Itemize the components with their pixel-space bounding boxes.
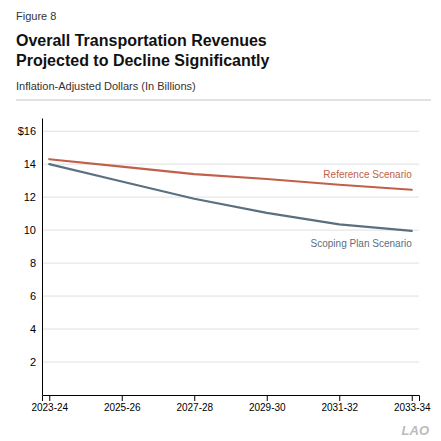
y-tick-label: 2 bbox=[30, 356, 36, 368]
y-tick: 2 bbox=[30, 356, 42, 368]
y-axis-line bbox=[42, 119, 43, 396]
chart: Figure 8 Overall Transportation Revenues P… bbox=[0, 0, 441, 441]
grid-line bbox=[42, 296, 419, 297]
x-tick: 2027-28 bbox=[176, 395, 213, 413]
grid-line bbox=[42, 230, 419, 231]
separator bbox=[16, 100, 431, 101]
series-line bbox=[49, 164, 412, 231]
grid-line bbox=[42, 329, 419, 330]
x-tick-label: 2029-30 bbox=[249, 402, 286, 413]
x-tick-mark bbox=[194, 395, 195, 401]
grid bbox=[42, 131, 419, 362]
grid-line bbox=[42, 131, 419, 132]
y-tick-label: 6 bbox=[30, 290, 36, 302]
x-tick-label: 2023-24 bbox=[31, 402, 68, 413]
series-label: Scoping Plan Scenario bbox=[311, 238, 413, 249]
x-axis-line bbox=[43, 396, 420, 402]
title: Overall Transportation Revenues bbox=[16, 32, 267, 49]
x-tick: 2025-26 bbox=[104, 395, 141, 413]
subtitle: Inflation-Adjusted Dollars (In Billions) bbox=[16, 80, 196, 92]
grid-line bbox=[42, 197, 419, 198]
y-tick-label: $16 bbox=[18, 125, 36, 137]
y-tick: 10 bbox=[24, 224, 42, 236]
y-tick: 14 bbox=[24, 158, 42, 170]
y-tick: 8 bbox=[30, 257, 42, 269]
y-tick-label: 10 bbox=[24, 224, 36, 236]
y-tick-label: 4 bbox=[30, 323, 36, 335]
y-tick: $16 bbox=[18, 125, 42, 137]
y-tick: 6 bbox=[30, 290, 42, 302]
x-tick-mark bbox=[122, 395, 123, 401]
title: Projected to Decline Significantly bbox=[16, 52, 269, 69]
x-tick-mark bbox=[412, 395, 413, 401]
x-axis: 2023-24 2025-26 2027-28 2029-30 2031-32 2033-… bbox=[31, 395, 431, 413]
x-tick: 2033-34 bbox=[394, 395, 431, 413]
x-tick-label: 2033-34 bbox=[394, 402, 431, 413]
x-tick-mark bbox=[267, 395, 268, 401]
x-tick: 2031-32 bbox=[321, 395, 358, 413]
grid-line bbox=[42, 362, 419, 363]
series-line bbox=[49, 159, 412, 190]
x-tick-label: 2027-28 bbox=[176, 402, 213, 413]
x-tick: 2029-30 bbox=[249, 395, 286, 413]
y-tick-label: 14 bbox=[24, 158, 36, 170]
y-tick: 12 bbox=[24, 191, 42, 203]
figure-label: Figure 8 bbox=[16, 10, 56, 22]
x-tick-label: 2031-32 bbox=[321, 402, 358, 413]
y-tick-label: 12 bbox=[24, 191, 36, 203]
x-tick-label: 2025-26 bbox=[104, 402, 141, 413]
series-label: Reference Scenario bbox=[323, 169, 412, 180]
x-tick: 2023-24 bbox=[31, 395, 68, 413]
grid-line bbox=[42, 263, 419, 264]
x-tick-mark bbox=[339, 395, 340, 401]
series-labels: Reference Scenario Scoping Plan Scenario bbox=[311, 169, 413, 249]
watermark: LAO bbox=[402, 423, 429, 438]
y-tick-label: 8 bbox=[30, 257, 36, 269]
y-tick: 4 bbox=[30, 323, 42, 335]
plot: 2 4 6 8 10 12 14 $16 2023-24 2025-26 2027-28 2029-3… bbox=[18, 119, 431, 414]
x-tick-mark bbox=[49, 395, 50, 401]
y-axis: 2 4 6 8 10 12 14 $16 bbox=[18, 119, 43, 396]
series-group bbox=[49, 159, 412, 231]
